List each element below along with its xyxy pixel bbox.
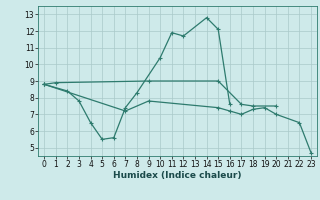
X-axis label: Humidex (Indice chaleur): Humidex (Indice chaleur) (113, 171, 242, 180)
